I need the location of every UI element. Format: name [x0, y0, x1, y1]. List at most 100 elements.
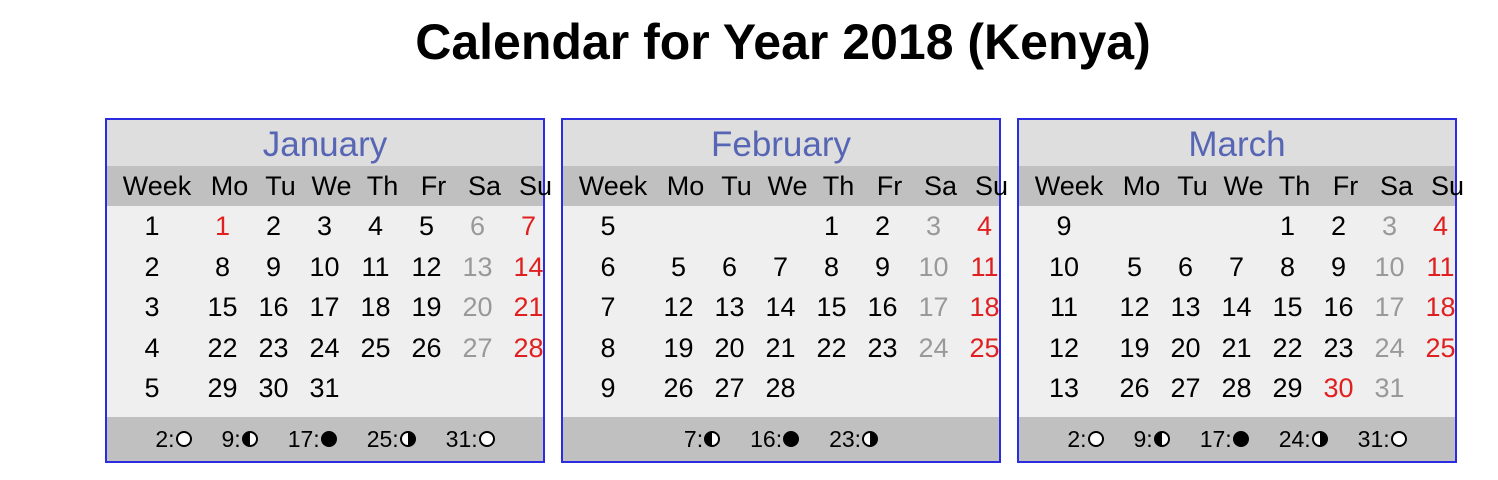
moon-phase-day: 9:	[1133, 425, 1153, 452]
day-cell: 28	[765, 373, 796, 403]
week-header: Week	[578, 171, 648, 201]
week-header: Week	[1034, 171, 1104, 201]
day-cell: 20	[1170, 332, 1201, 363]
last-moon-icon	[241, 431, 258, 447]
day-cell: 13	[462, 251, 493, 282]
week-row: 12 19 20 21 22 23 24 25	[1019, 328, 1456, 369]
weekday-header: Mo	[666, 171, 705, 201]
weekday-header: Fr	[1332, 171, 1359, 201]
month-panel-march: March Week Mo Tu We Th Fr Sa Su 9 1 2 3 4 10 5 6 7 8 9 10 11 1…	[1017, 118, 1464, 463]
moon-phase-bar: 7: 16: 23:	[563, 417, 999, 461]
day-cell: 8	[214, 251, 231, 282]
day-cell: 28	[513, 332, 544, 363]
week-number: 5	[144, 373, 160, 403]
day-cell: 26	[663, 373, 694, 403]
last-moon-icon	[704, 431, 721, 447]
moon-phase: 9:	[222, 426, 258, 453]
empty-day-cell	[1415, 368, 1466, 409]
day-cell: 25	[969, 332, 1000, 363]
day-cell: 21	[1221, 332, 1252, 363]
full-moon-icon	[175, 431, 192, 447]
months-container: January Week Mo Tu We Th Fr Sa Su 1 1 2 3 4 5 6 7 2 8 9 10 11…	[105, 118, 1464, 463]
moon-phase: 25:	[367, 426, 416, 453]
day-cell: 31	[1374, 373, 1405, 403]
week-row: 4 22 23 24 25 26 27 28	[107, 328, 543, 369]
last-moon-icon	[1153, 431, 1170, 447]
day-cell: 14	[1221, 292, 1252, 322]
day-cell: 30	[1323, 373, 1354, 403]
day-cell: 27	[714, 373, 745, 403]
day-cell: 3	[316, 211, 333, 241]
weekday-header: Tu	[1177, 171, 1208, 201]
weekday-header: Fr	[876, 171, 903, 201]
empty-day-cell	[857, 368, 908, 409]
moon-phase: 9:	[1134, 426, 1170, 453]
empty-day-cell	[350, 368, 401, 409]
week-number: 9	[1056, 211, 1072, 241]
new-moon-icon	[1232, 431, 1249, 447]
empty-day-cell	[452, 368, 503, 409]
week-row: 5 1 2 3 4	[563, 206, 999, 247]
moon-phase: 24:	[1279, 426, 1328, 453]
moon-phase-day: 31:	[445, 425, 478, 452]
weeks-body: 5 1 2 3 4 6 5 6 7 8 9 10 11 7 12 13 14 15 16 17 18 8 19 20 21 22 2…	[563, 206, 999, 409]
week-number: 11	[1049, 292, 1079, 322]
day-cell: 27	[462, 332, 493, 363]
weekday-header: Tu	[265, 171, 296, 201]
day-cell: 15	[207, 292, 238, 322]
day-cell: 24	[309, 332, 340, 363]
empty-day-cell	[1211, 206, 1262, 247]
day-cell: 12	[663, 292, 694, 322]
day-cell: 29	[1272, 373, 1303, 403]
week-number: 9	[600, 373, 616, 403]
week-number: 12	[1048, 332, 1080, 363]
day-cell: 17	[1374, 292, 1405, 322]
moon-phase-day: 17:	[1199, 425, 1232, 452]
day-cell: 9	[265, 251, 282, 282]
moon-phase: 7:	[684, 426, 721, 453]
week-number: 3	[144, 292, 160, 322]
week-row: 11 12 13 14 15 16 17 18	[1019, 287, 1456, 328]
weekday-header: Sa	[923, 171, 958, 201]
day-cell: 8	[1279, 251, 1296, 282]
day-cell: 18	[360, 292, 391, 322]
month-panel-february: February Week Mo Tu We Th Fr Sa Su 5 1 2 3 4 6 5 6 7 8 9 10 1…	[561, 118, 1008, 463]
empty-day-cell	[503, 368, 554, 409]
day-cell: 15	[816, 292, 847, 322]
moon-phase: 23:	[829, 425, 879, 453]
full-moon-icon	[1390, 431, 1407, 447]
week-number: 1	[144, 211, 160, 241]
day-cell: 2	[874, 211, 891, 241]
first-moon-icon	[1311, 431, 1328, 447]
week-row: 9 26 27 28	[563, 368, 999, 409]
day-cell: 7	[1228, 251, 1245, 282]
day-cell: 1	[1279, 211, 1296, 241]
day-cell: 22	[1272, 332, 1303, 363]
empty-day-cell	[653, 206, 704, 247]
moon-phase: 16:	[750, 426, 800, 453]
day-cell: 4	[367, 211, 384, 241]
moon-phase-day: 23:	[829, 425, 862, 452]
week-row: 2 8 9 10 11 12 13 14	[107, 247, 543, 288]
moon-phase: 2:	[155, 426, 192, 453]
week-row: 3 15 16 17 18 19 20 21	[107, 287, 543, 328]
moon-phase-day: 17:	[287, 425, 320, 452]
day-cell: 10	[918, 251, 949, 282]
weeks-body: 9 1 2 3 4 10 5 6 7 8 9 10 11 11 12 13 14 15 16 17 18 12 19 20 21…	[1019, 206, 1456, 409]
day-cell: 21	[765, 332, 796, 363]
week-row: 5 29 30 31	[107, 368, 543, 409]
day-cell: 31	[309, 373, 340, 403]
moon-phase-day: 31:	[1357, 425, 1390, 452]
week-row: 7 12 13 14 15 16 17 18	[563, 287, 999, 328]
moon-phase: 31:	[1358, 426, 1407, 453]
week-row: 9 1 2 3 4	[1019, 206, 1455, 247]
new-moon-icon	[783, 431, 800, 447]
weekday-header: Mo	[210, 171, 249, 201]
day-cell: 6	[469, 211, 486, 241]
moon-phase: 17:	[1200, 426, 1249, 453]
first-moon-icon	[399, 431, 416, 447]
day-cell: 24	[918, 332, 949, 363]
day-cell: 28	[1221, 373, 1252, 403]
moon-phase: 17:	[288, 426, 337, 453]
day-cell: 11	[1426, 251, 1455, 282]
